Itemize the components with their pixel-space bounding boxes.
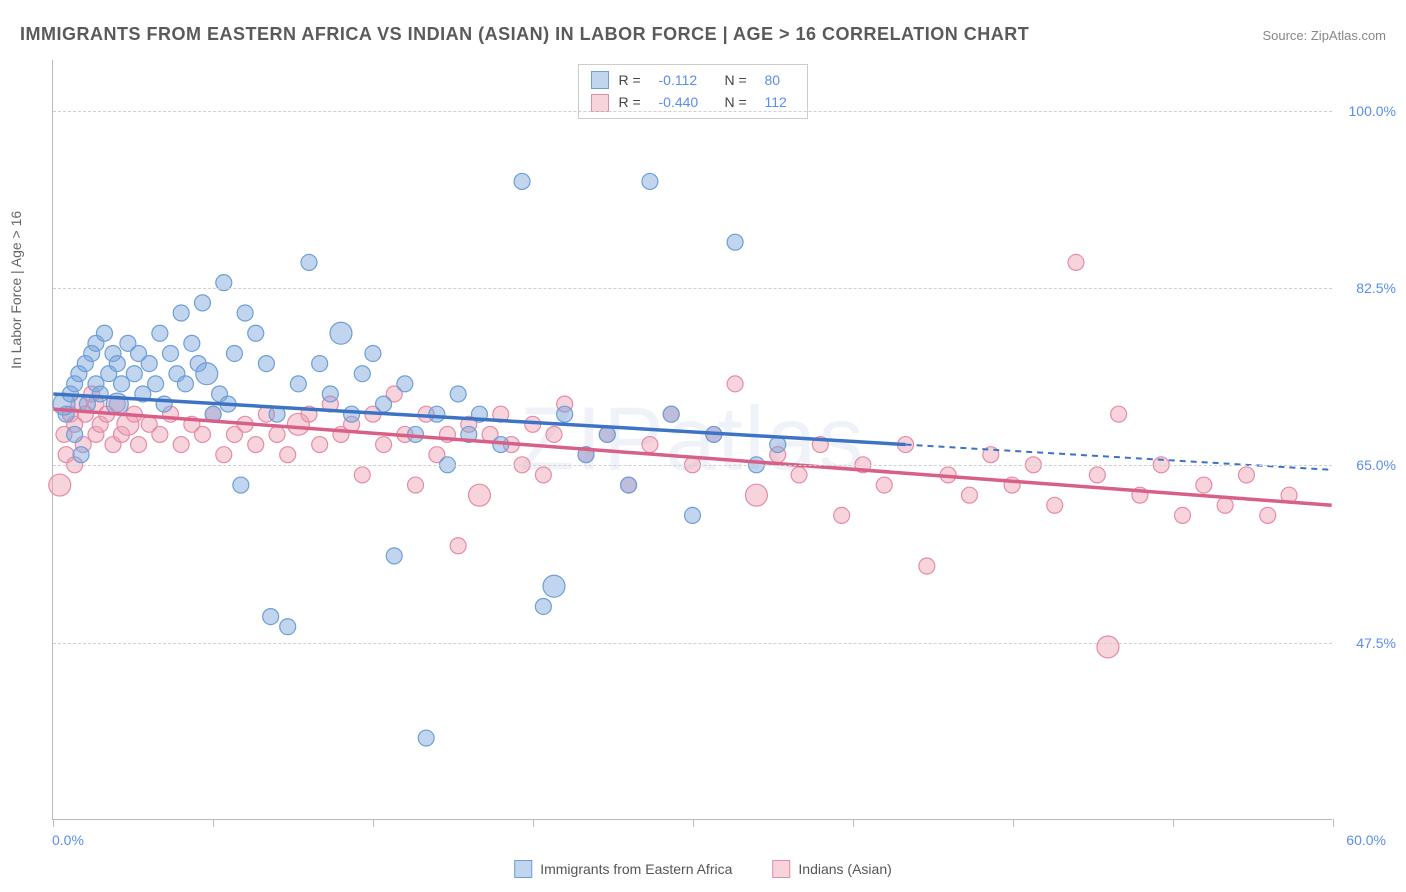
y-tick-label: 82.5%	[1336, 280, 1396, 296]
correlation-chart: IMMIGRANTS FROM EASTERN AFRICA VS INDIAN…	[0, 0, 1406, 892]
n-label: N =	[725, 69, 755, 91]
swatch-in	[591, 94, 609, 112]
r-value-ea: -0.112	[659, 69, 715, 91]
x-axis-min-label: 0.0%	[52, 832, 84, 848]
legend-series: Immigrants from Eastern Africa Indians (…	[514, 860, 892, 878]
chart-source: Source: ZipAtlas.com	[1262, 28, 1386, 43]
chart-title: IMMIGRANTS FROM EASTERN AFRICA VS INDIAN…	[20, 24, 1029, 45]
legend-row-ea: R = -0.112 N = 80	[591, 69, 795, 91]
x-axis-max-label: 60.0%	[1346, 832, 1386, 848]
legend-label-in: Indians (Asian)	[798, 861, 891, 877]
legend-item-in: Indians (Asian)	[772, 860, 891, 878]
y-tick-label: 47.5%	[1336, 635, 1396, 651]
y-axis-title: In Labor Force | Age > 16	[8, 211, 24, 369]
swatch-ea	[514, 860, 532, 878]
n-value-ea: 80	[765, 69, 795, 91]
y-tick-label: 65.0%	[1336, 457, 1396, 473]
swatch-ea	[591, 71, 609, 89]
swatch-in	[772, 860, 790, 878]
legend-label-ea: Immigrants from Eastern Africa	[540, 861, 732, 877]
legend-item-ea: Immigrants from Eastern Africa	[514, 860, 732, 878]
r-label: R =	[619, 69, 649, 91]
plot-area: ZIPatlas R = -0.112 N = 80 R = -0.440 N …	[52, 60, 1332, 820]
scatter-svg	[53, 60, 1332, 819]
y-tick-label: 100.0%	[1336, 103, 1396, 119]
